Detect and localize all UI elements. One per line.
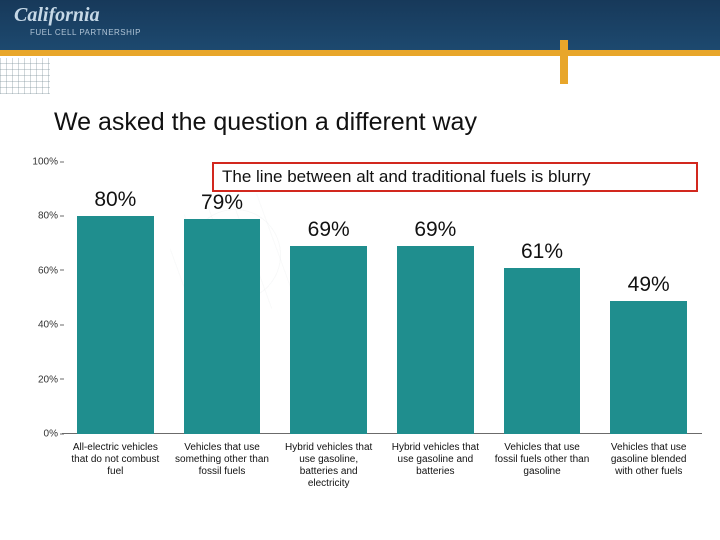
x-axis-label: Hybrid vehicles that use gasoline and ba… [382, 438, 489, 504]
x-axis-label: Hybrid vehicles that use gasoline, batte… [275, 438, 382, 504]
chart-bar: 79% [184, 219, 261, 434]
chart-bar: 80% [77, 216, 154, 434]
header-band [0, 0, 720, 50]
brand-logo: California [14, 4, 100, 27]
x-axis-label: Vehicles that use fossil fuels other tha… [489, 438, 596, 504]
y-tick: 100% [28, 157, 58, 168]
chart-plot: 0%20%40%60%80%100% 80%79%69%69%61%49% Th… [62, 162, 702, 434]
chart-bar: 61% [504, 268, 581, 434]
y-tick: 60% [28, 265, 58, 276]
y-tick: 80% [28, 211, 58, 222]
x-axis-label: Vehicles that use something other than f… [169, 438, 276, 504]
brand-subtitle: FUEL CELL PARTNERSHIP [30, 28, 141, 37]
x-axis-labels: All-electric vehicles that do not combus… [62, 438, 702, 504]
bar-value-label: 69% [414, 218, 456, 242]
chart-column: 80% [62, 162, 169, 434]
page-title: We asked the question a different way [54, 108, 477, 137]
bar-chart: 0%20%40%60%80%100% 80%79%69%69%61%49% Th… [28, 162, 702, 504]
chart-bar: 49% [610, 301, 687, 434]
chart-column: 79% [169, 162, 276, 434]
y-tick: 0% [28, 429, 58, 440]
decor-grid [0, 58, 50, 94]
bar-value-label: 69% [308, 218, 350, 242]
chart-column: 69% [275, 162, 382, 434]
y-tick: 20% [28, 374, 58, 385]
chart-bars: 80% 79% 69% 69% 61% 49% [62, 162, 702, 434]
chart-bar: 69% [290, 246, 367, 434]
y-tick: 40% [28, 320, 58, 331]
bar-value-label: 61% [521, 240, 563, 264]
chart-bar: 69% [397, 246, 474, 434]
bar-value-label: 49% [628, 273, 670, 297]
x-axis-label: Vehicles that use gasoline blended with … [595, 438, 702, 504]
x-axis-label: All-electric vehicles that do not combus… [62, 438, 169, 504]
accent-stripe [560, 40, 568, 84]
chart-column: 49% [595, 162, 702, 434]
bar-value-label: 79% [201, 191, 243, 215]
chart-column: 69% [382, 162, 489, 434]
chart-column: 61% [489, 162, 596, 434]
chart-callout: The line between alt and traditional fue… [212, 162, 698, 192]
bar-value-label: 80% [94, 188, 136, 212]
